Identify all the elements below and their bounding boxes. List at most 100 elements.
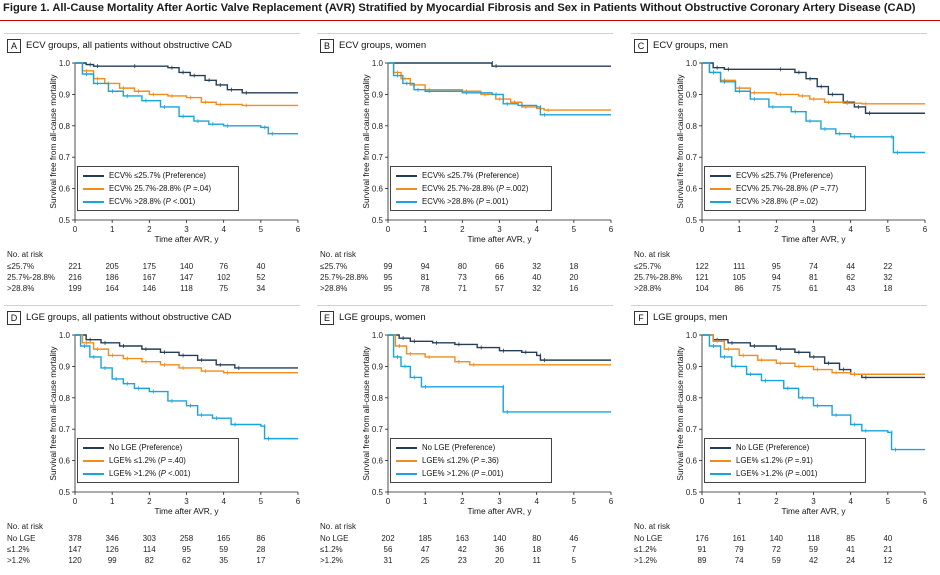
at-risk-row: 25.7%-28.8% 216 186 167 147 102 52 xyxy=(7,273,305,284)
at-risk-header: No. at risk xyxy=(634,250,671,259)
legend-p-value: <.001) xyxy=(166,469,191,478)
at-risk-value: 86 xyxy=(256,534,266,543)
y-tick-label: 1.0 xyxy=(372,59,384,68)
legend-p-value: =.91) xyxy=(792,456,813,465)
y-tick-label: 1.0 xyxy=(686,331,698,340)
legend-label: No LGE (Preference) xyxy=(736,442,809,453)
x-tick-label: 1 xyxy=(110,225,115,234)
legend-item: No LGE (Preference) xyxy=(396,442,551,453)
at-risk-row: No LGE 202 185 163 140 80 46 xyxy=(320,534,618,545)
at-risk-value: 62 xyxy=(846,273,856,282)
at-risk-value: 18 xyxy=(569,262,579,271)
at-risk-value: 99 xyxy=(383,262,393,271)
y-tick-label: 0.5 xyxy=(686,216,698,225)
legend-p-symbol: P xyxy=(792,197,798,206)
legend-p-value: =.001) xyxy=(483,197,509,206)
at-risk-value: 40 xyxy=(256,262,266,271)
legend: ECV% ≤25.7% (Preference) ECV% 25.7%-28.8%… xyxy=(77,166,239,211)
at-risk-value: 73 xyxy=(457,273,467,282)
y-tick-label: 0.8 xyxy=(59,394,71,403)
x-tick-label: 3 xyxy=(811,497,816,506)
legend-label-text: ECV% >28.8% ( xyxy=(109,197,166,206)
at-risk-label: ≤25.7% xyxy=(320,262,348,271)
at-risk-value: 22 xyxy=(883,262,893,271)
legend-label: No LGE (Preference) xyxy=(109,442,182,453)
survival-curve-3 xyxy=(702,334,925,451)
at-risk-label: No LGE xyxy=(634,534,663,543)
legend-swatch xyxy=(83,201,104,203)
y-axis-label: Survival free from all-cause mortality xyxy=(48,74,58,209)
legend-label-text: LGE% ≤1.2% ( xyxy=(422,456,474,465)
y-tick-label: 0.9 xyxy=(372,362,384,371)
x-tick-label: 1 xyxy=(110,497,115,506)
panel-b: B ECV groups, women 0.5 0.6 0.7 0.8 0.9 1.0 0 1 2 3… xyxy=(313,33,618,303)
at-risk-label: ≤1.2% xyxy=(320,545,343,554)
x-tick-label: 5 xyxy=(572,225,577,234)
km-plot: 0.5 0.6 0.7 0.8 0.9 1.0 0 1 2 3 4 5 6 Time after AVR,… xyxy=(48,59,301,244)
legend-swatch xyxy=(710,201,731,203)
at-risk-value: 346 xyxy=(105,534,119,543)
legend-p-symbol: P xyxy=(473,469,479,478)
at-risk-value: 72 xyxy=(771,545,781,554)
at-risk-row: >1.2% 31 25 23 20 11 5 xyxy=(320,556,618,567)
at-risk-value: 44 xyxy=(846,262,856,271)
legend-label-text: ECV% 25.7%-28.8% ( xyxy=(422,184,499,193)
at-risk-value: 81 xyxy=(420,273,430,282)
y-tick-label: 0.5 xyxy=(59,488,71,497)
x-tick-label: 5 xyxy=(572,497,577,506)
legend-label-text: No LGE (Preference) xyxy=(736,443,810,452)
legend: No LGE (Preference) LGE% ≤1.2% (P =.36) LG… xyxy=(390,438,552,483)
x-tick-label: 6 xyxy=(609,225,614,234)
legend-swatch xyxy=(396,175,417,177)
panel-header-rule xyxy=(4,305,300,306)
at-risk-value: 122 xyxy=(695,262,709,271)
legend-item: ECV% ≤25.7% (Preference) xyxy=(710,170,865,181)
at-risk-value: 175 xyxy=(142,262,156,271)
legend-swatch xyxy=(396,188,417,190)
at-risk-value: 23 xyxy=(457,556,467,565)
survival-curve-1 xyxy=(75,334,298,369)
legend-swatch xyxy=(396,447,417,449)
y-tick-label: 1.0 xyxy=(59,331,71,340)
at-risk-value: 71 xyxy=(457,284,467,293)
at-risk-value: 11 xyxy=(532,556,541,565)
x-axis-label: Time after AVR, y xyxy=(781,506,846,516)
x-tick-label: 5 xyxy=(259,497,264,506)
legend-swatch xyxy=(83,473,104,475)
y-tick-label: 1.0 xyxy=(372,331,384,340)
panel-header-rule xyxy=(4,33,300,34)
panel-title: LGE groups, women xyxy=(339,312,426,323)
at-risk-row: >28.8% 104 86 75 61 43 18 xyxy=(634,284,932,295)
legend: ECV% ≤25.7% (Preference) ECV% 25.7%-28.8%… xyxy=(704,166,866,211)
at-risk-label: ≤1.2% xyxy=(634,545,657,554)
at-risk-value: 163 xyxy=(455,534,469,543)
legend-label: LGE% ≤1.2% (P =.40) xyxy=(109,455,186,466)
at-risk-value: 56 xyxy=(383,545,393,554)
at-risk-value: 32 xyxy=(532,262,542,271)
legend-item: LGE% ≤1.2% (P =.40) xyxy=(83,455,238,466)
x-axis-label: Time after AVR, y xyxy=(154,506,219,516)
at-risk-label: 25.7%-28.8% xyxy=(320,273,369,282)
panel-letter: C xyxy=(634,39,648,53)
panel-letter: E xyxy=(320,311,334,325)
at-risk-value: 121 xyxy=(695,273,709,282)
at-risk-value: 7 xyxy=(571,545,577,554)
at-risk-value: 91 xyxy=(697,545,707,554)
at-risk-value: 104 xyxy=(695,284,709,293)
at-risk-value: 16 xyxy=(569,284,579,293)
panel-letter: F xyxy=(634,311,648,325)
at-risk-value: 161 xyxy=(732,534,746,543)
x-tick-label: 6 xyxy=(923,225,928,234)
legend-swatch xyxy=(83,460,104,462)
y-tick-label: 1.0 xyxy=(686,59,698,68)
x-tick-label: 2 xyxy=(147,497,152,506)
panel-title: LGE groups, all patients without obstruc… xyxy=(26,312,232,323)
legend-p-symbol: P xyxy=(473,456,479,465)
survival-curve-2 xyxy=(75,334,298,374)
at-risk-value: 52 xyxy=(256,273,266,282)
x-tick-label: 0 xyxy=(73,225,78,234)
at-risk-value: 94 xyxy=(420,262,430,271)
legend-item: ECV% >28.8% (P =.02) xyxy=(710,196,865,207)
legend-label-text: ECV% ≤25.7% (Preference) xyxy=(736,171,834,180)
legend-p-symbol: P xyxy=(160,469,166,478)
